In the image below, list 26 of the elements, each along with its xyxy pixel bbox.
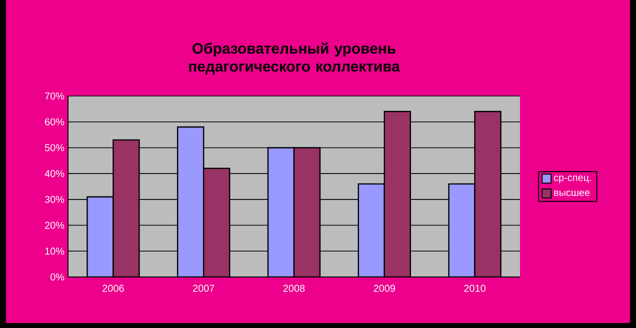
- x-tick-label: 2010: [464, 284, 486, 292]
- chart-title: Образовательный уровень педагогического коллектива: [189, 42, 400, 74]
- bar: [293, 147, 321, 277]
- x-tick-label: 2009: [374, 284, 396, 292]
- bar: [267, 147, 295, 277]
- x-tick-label: 2007: [193, 284, 214, 292]
- x-tick-label: 2006: [102, 284, 124, 292]
- bar: [203, 168, 230, 277]
- bar: [358, 183, 385, 277]
- legend-label: высшее: [554, 190, 590, 196]
- y-tick-label: 40%: [44, 170, 64, 178]
- bar: [112, 139, 140, 277]
- bar: [474, 110, 502, 277]
- legend-label: ср-спец.: [554, 176, 591, 184]
- bar: [448, 183, 476, 277]
- y-tick-label: 10%: [45, 248, 64, 255]
- bar: [86, 196, 114, 277]
- bar: [177, 126, 204, 277]
- x-tick-label: 2008: [283, 284, 305, 292]
- y-tick-label: 30%: [44, 196, 64, 203]
- y-tick-label: 50%: [44, 144, 64, 152]
- y-tick-label: 20%: [45, 222, 64, 229]
- y-tick-label: 70%: [45, 92, 64, 100]
- bar: [384, 110, 411, 277]
- y-tick-label: 0%: [50, 273, 64, 281]
- y-tick-label: 60%: [45, 118, 64, 126]
